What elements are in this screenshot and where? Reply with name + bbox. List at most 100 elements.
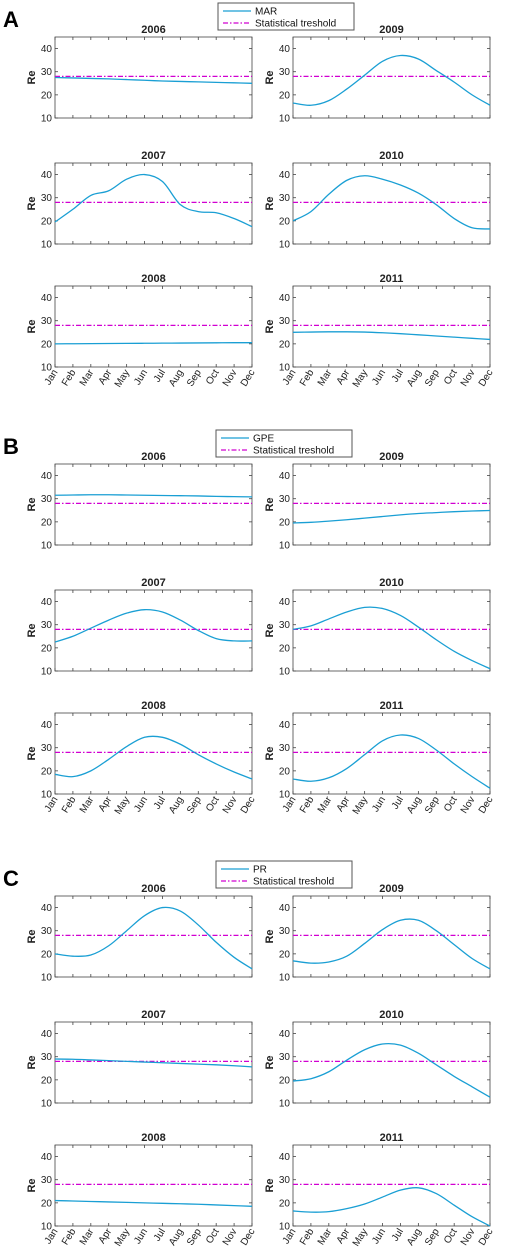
- y-tick-label: 20: [41, 90, 53, 101]
- y-tick-label: 30: [279, 193, 291, 204]
- y-tick-label: 30: [41, 1175, 53, 1186]
- x-tick-label: May: [351, 795, 370, 817]
- x-tick-label: Sep: [185, 1226, 204, 1247]
- y-tick-label: 20: [41, 1075, 53, 1086]
- subplot-title: 2009: [379, 451, 403, 463]
- subplot-title: 2008: [141, 1132, 165, 1144]
- y-tick-label: 40: [41, 44, 53, 55]
- series-line: [292, 1187, 491, 1227]
- y-tick-label: 10: [41, 114, 53, 125]
- series-line: [54, 494, 253, 498]
- subplot-title: 2011: [380, 1132, 404, 1144]
- x-tick-label: Sep: [423, 1226, 442, 1247]
- x-tick-label: Jul: [390, 795, 406, 812]
- y-tick-label: 20: [279, 339, 291, 350]
- series-line: [292, 54, 491, 106]
- x-tick-label: Jul: [152, 795, 168, 812]
- y-axis-label: Re: [264, 746, 276, 760]
- y-axis-label: Re: [264, 1055, 276, 1069]
- x-tick-label: Dec: [477, 368, 496, 389]
- plot-area: [292, 463, 491, 546]
- x-tick-label: Jun: [132, 368, 150, 388]
- y-tick-label: 40: [41, 720, 53, 731]
- x-tick-label: May: [351, 368, 370, 390]
- x-tick-label: Oct: [204, 1227, 222, 1246]
- x-tick-label: Dec: [239, 368, 258, 389]
- subplot-title: 2006: [141, 883, 165, 895]
- y-tick-label: 10: [41, 363, 53, 374]
- x-tick-label: Dec: [239, 795, 258, 816]
- plot-area: [54, 162, 253, 245]
- x-tick-label: May: [113, 1227, 132, 1249]
- y-tick-label: 20: [279, 643, 291, 654]
- y-tick-label: 40: [41, 293, 53, 304]
- series-line: [292, 1042, 491, 1098]
- y-tick-label: 40: [41, 170, 53, 181]
- y-tick-label: 20: [41, 1198, 53, 1209]
- subplot-title: 2007: [141, 577, 165, 589]
- y-tick-label: 30: [41, 494, 53, 505]
- y-tick-label: 10: [279, 1099, 291, 1110]
- y-tick-label: 10: [279, 667, 291, 678]
- x-tick-label: Dec: [477, 1227, 496, 1248]
- y-tick-label: 10: [41, 541, 53, 552]
- y-axis-label: Re: [26, 70, 38, 84]
- y-tick-label: 40: [279, 720, 291, 731]
- y-axis-label: Re: [264, 929, 276, 943]
- y-tick-label: 10: [279, 1222, 291, 1233]
- x-tick-label: Sep: [185, 367, 204, 388]
- x-tick-label: Jul: [152, 1227, 168, 1244]
- x-tick-label: Oct: [442, 795, 460, 814]
- x-tick-label: Oct: [442, 1227, 460, 1246]
- plot-area: [292, 1144, 491, 1227]
- y-tick-label: 20: [279, 1075, 291, 1086]
- y-axis-label: Re: [264, 196, 276, 210]
- y-tick-label: 10: [41, 973, 53, 984]
- y-tick-label: 20: [41, 216, 53, 227]
- subplot-title: 2008: [141, 273, 165, 285]
- series-line: [292, 606, 491, 670]
- y-axis-label: Re: [264, 623, 276, 637]
- subplot-title: 2006: [141, 24, 165, 36]
- plot-area: [54, 36, 253, 119]
- y-tick-label: 40: [279, 1152, 291, 1163]
- plot-area: [54, 463, 253, 546]
- x-tick-label: Nov: [221, 1227, 240, 1248]
- y-tick-label: 30: [279, 67, 291, 78]
- y-tick-label: 20: [279, 517, 291, 528]
- y-tick-label: 20: [41, 949, 53, 960]
- x-tick-label: Aug: [167, 368, 186, 389]
- y-tick-label: 40: [41, 597, 53, 608]
- y-tick-label: 30: [41, 926, 53, 937]
- y-tick-label: 30: [279, 316, 291, 327]
- x-tick-label: Jun: [370, 1227, 388, 1247]
- subplot-title: 2007: [141, 1009, 165, 1021]
- series-line: [54, 1058, 253, 1068]
- x-tick-label: Nov: [459, 368, 478, 389]
- y-tick-label: 40: [41, 471, 53, 482]
- subplot-title: 2011: [380, 700, 404, 712]
- y-tick-label: 30: [279, 926, 291, 937]
- y-tick-label: 10: [279, 790, 291, 801]
- series-line: [54, 906, 253, 970]
- y-tick-label: 40: [279, 170, 291, 181]
- x-tick-label: Dec: [239, 1227, 258, 1248]
- y-tick-label: 30: [41, 743, 53, 754]
- subplot-title: 2010: [379, 150, 403, 162]
- y-tick-label: 20: [279, 766, 291, 777]
- x-tick-label: Feb: [60, 367, 79, 388]
- y-tick-label: 10: [279, 114, 291, 125]
- y-tick-label: 30: [279, 1175, 291, 1186]
- y-tick-label: 10: [41, 1099, 53, 1110]
- y-tick-label: 30: [279, 743, 291, 754]
- plot-area: [292, 162, 491, 245]
- subplot-b-2009: 2009 10 20 30 40 Re: [264, 451, 491, 552]
- plot-area: [54, 712, 253, 795]
- y-tick-label: 20: [41, 339, 53, 350]
